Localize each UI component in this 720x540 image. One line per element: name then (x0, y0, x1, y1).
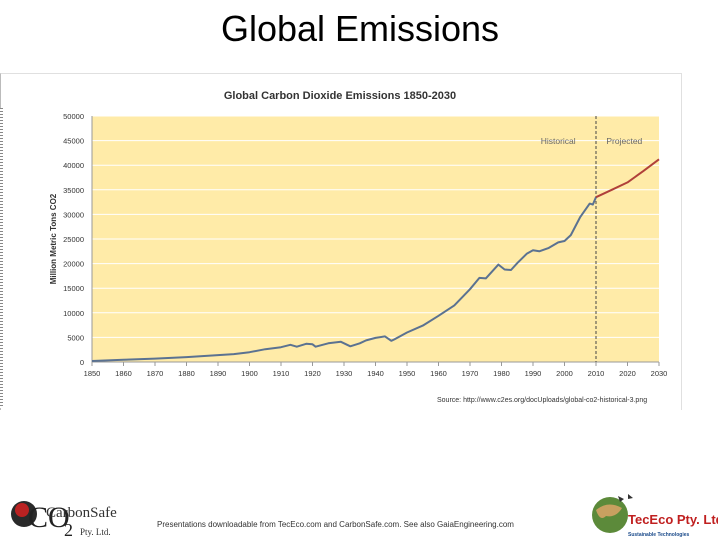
y-tick-label: 15000 (63, 284, 84, 293)
emissions-chart: Global Carbon Dioxide Emissions 1850-203… (49, 90, 668, 378)
y-tick-label: 40000 (63, 161, 84, 170)
x-tick-label: 2030 (651, 369, 668, 378)
y-tick-label: 10000 (63, 309, 84, 318)
x-tick-label: 1900 (241, 369, 258, 378)
carbonsafe-text: CarbonSafe (46, 505, 117, 521)
x-tick-label: 1910 (273, 369, 290, 378)
annotation-label: Projected (606, 136, 642, 146)
x-tick-label: 1970 (462, 369, 479, 378)
footer-text: Presentations downloadable from TecEco.c… (157, 520, 514, 529)
bird-icon (618, 494, 633, 502)
y-tick-label: 35000 (63, 186, 84, 195)
co2-text: CO (28, 501, 70, 534)
y-tick-label: 45000 (63, 137, 84, 146)
tececo-tagline: Sustainable Technologies (628, 532, 690, 538)
x-tick-label: 1950 (399, 369, 416, 378)
source-caption: Source: http://www.c2es.org/docUploads/g… (437, 397, 648, 404)
y-axis: 0 5000 10000 15000 20000 25000 30000 35000 40000… (63, 112, 93, 367)
x-tick-label: 1930 (336, 369, 353, 378)
x-tick-label: 2010 (588, 369, 605, 378)
x-tick-label: 1880 (178, 369, 195, 378)
x-tick-label: 1960 (430, 369, 447, 378)
x-tick-label: 1980 (493, 369, 510, 378)
co2-subscript: 2 (64, 520, 73, 538)
y-tick-label: 30000 (63, 210, 84, 219)
globe-landmass-icon (596, 504, 622, 518)
series-line-historical (91, 196, 597, 362)
x-tick-label: 1940 (367, 369, 384, 378)
carbonsafe-suffix: Pty. Ltd. (80, 527, 111, 537)
y-tick-label: 20000 (63, 260, 84, 269)
y-tick-label: 25000 (63, 235, 84, 244)
series-line-projected (595, 158, 660, 199)
carbonsafe-logo: CO 2 CarbonSafe Pty. Ltd. (11, 501, 117, 538)
frame-left-edge (0, 108, 3, 408)
chart-title: Global Carbon Dioxide Emissions 1850-203… (224, 90, 456, 102)
y-axis-label: Million Metric Tons CO2 (49, 193, 58, 284)
x-tick-label: 1990 (525, 369, 542, 378)
annotations: Historical Projected (541, 136, 643, 146)
gridlines (92, 115, 659, 338)
annotation-label: Historical (541, 136, 576, 146)
y-tick-label: 0 (80, 358, 84, 367)
tececo-text: TecEco Pty. Ltd. (628, 512, 718, 527)
x-tick-label: 2000 (556, 369, 573, 378)
x-tick-label: 1920 (304, 369, 321, 378)
series-lines (91, 158, 660, 362)
x-tick-label: 1890 (210, 369, 227, 378)
x-tick-label: 1850 (84, 369, 101, 378)
x-tick-label: 1870 (147, 369, 164, 378)
x-axis: 1850 1860 1870 1880 1890 1900 1910 1920 1930 1940… (84, 361, 668, 378)
x-tick-label: 2020 (619, 369, 636, 378)
molecule-icon (15, 503, 29, 517)
x-tick-label: 1860 (115, 369, 132, 378)
tececo-logo: TecEco Pty. Ltd. Sustainable Technologie… (592, 494, 718, 538)
slide-title: Global Emissions (220, 8, 500, 49)
y-tick-label: 50000 (63, 112, 84, 121)
y-tick-label: 5000 (67, 333, 84, 342)
